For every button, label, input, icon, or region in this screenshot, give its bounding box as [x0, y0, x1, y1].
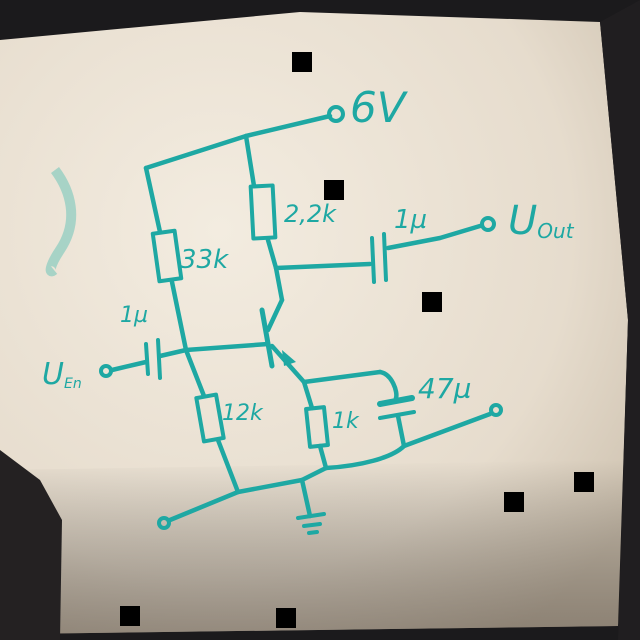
- ground-rail: [167, 465, 329, 523]
- r12k-lead-bottom: [215, 437, 241, 495]
- cap-output-label: 1µ: [394, 205, 427, 235]
- mask-square: [422, 292, 442, 312]
- r12k-lead-top: [183, 347, 207, 399]
- ground-symbol-1: [296, 512, 326, 520]
- supply-terminal: [327, 105, 345, 123]
- cemitter-to-right-wire: [401, 411, 493, 449]
- mask-square: [504, 492, 524, 512]
- cap-input-label: 1µ: [120, 303, 148, 328]
- mask-square: [574, 472, 594, 492]
- ground-symbol-3: [307, 530, 319, 535]
- cout-plate-right: [382, 232, 388, 282]
- r33k-lead-top: [143, 165, 163, 235]
- input-voltage-label: UEn: [42, 357, 82, 392]
- transistor-collector-leg: [265, 297, 285, 333]
- r1k-lead-bottom: [317, 443, 329, 471]
- ground-drop: [299, 477, 313, 519]
- mask-square: [120, 606, 140, 626]
- cap-emitter-label: 47µ: [418, 372, 471, 405]
- output-wire: [385, 223, 483, 251]
- smudge-left: [45, 167, 77, 277]
- cemitter-lead-top: [377, 369, 399, 401]
- resistor-33k: [150, 228, 184, 284]
- cout-plate-left: [370, 236, 376, 284]
- paper-shadow: [0, 460, 628, 634]
- resistor-2-2k-label: 2,2k: [284, 200, 337, 228]
- supply-voltage-label: 6V: [350, 83, 409, 132]
- ground-left-terminal: [157, 516, 171, 530]
- transistor-base-bar: [259, 307, 275, 369]
- mask-square: [276, 608, 296, 628]
- output-voltage-label: UOut: [508, 198, 575, 244]
- resistor-2-2k: [248, 183, 278, 241]
- dark-object: [0, 450, 62, 640]
- right-edge: [600, 0, 640, 640]
- collector-out-wire: [273, 261, 373, 271]
- r1k-lead-top: [301, 379, 315, 411]
- emitter-node-wire: [301, 369, 383, 385]
- emitter-arrow: [282, 350, 296, 366]
- resistor-1k-label: 1k: [332, 409, 360, 434]
- resistor-12k-label: 12k: [222, 401, 264, 426]
- cin-plate-left: [144, 342, 150, 376]
- resistor-12k: [194, 392, 226, 444]
- right-terminal: [489, 403, 503, 417]
- r33k-lead-bottom: [169, 279, 189, 353]
- output-terminal: [480, 216, 496, 232]
- mask-square: [324, 180, 344, 200]
- resistor-33k-label: 33k: [180, 245, 229, 275]
- ground-symbol-2: [302, 522, 322, 528]
- cin-plate-right: [156, 338, 162, 380]
- input-wire: [109, 359, 149, 373]
- input-terminal: [99, 364, 113, 378]
- rc-lead-top: [243, 133, 257, 189]
- cemitter-plate-top: [377, 395, 415, 407]
- mask-square: [292, 52, 312, 72]
